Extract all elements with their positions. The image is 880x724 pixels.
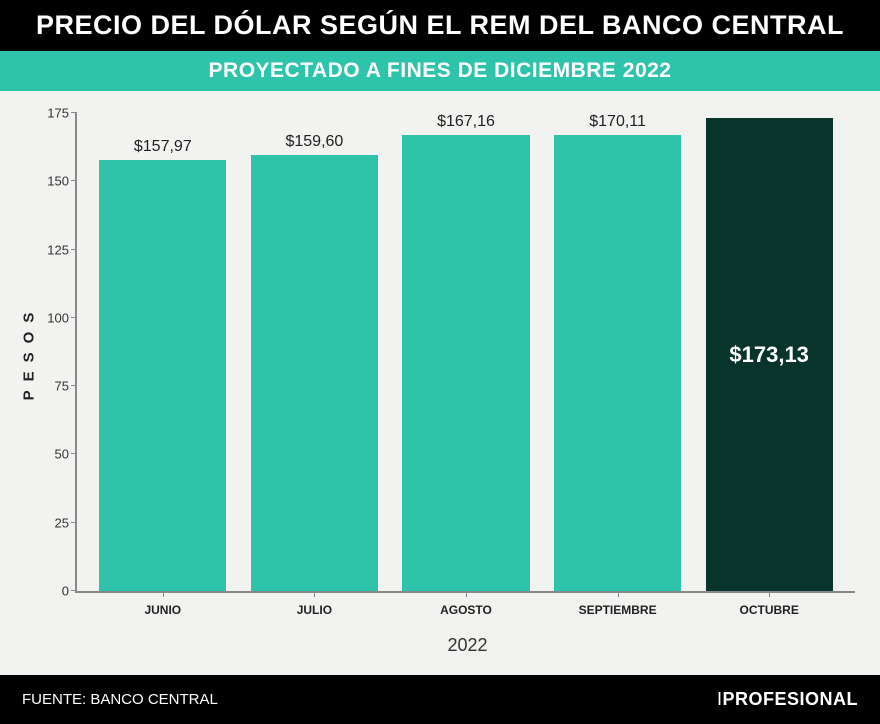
bar-value-label: $159,60 bbox=[285, 133, 343, 151]
bar-column: $157,97JUNIO bbox=[87, 113, 239, 591]
y-tick-label: 150 bbox=[27, 174, 69, 189]
y-tick-label: 100 bbox=[27, 310, 69, 325]
x-tick-mark bbox=[466, 591, 467, 597]
bar-rect bbox=[251, 155, 378, 591]
x-tick-label: JUNIO bbox=[144, 603, 181, 617]
subtitle: PROYECTADO A FINES DE DICIEMBRE 2022 bbox=[0, 51, 880, 91]
x-tick-label: AGOSTO bbox=[440, 603, 492, 617]
y-tick-mark bbox=[71, 317, 77, 318]
bar-column: $173,13OCTUBRE bbox=[693, 113, 845, 591]
x-tick-mark bbox=[314, 591, 315, 597]
bar-value-label: $167,16 bbox=[437, 113, 495, 131]
x-axis-year: 2022 bbox=[75, 635, 860, 656]
y-tick-label: 0 bbox=[27, 584, 69, 599]
x-tick-mark bbox=[769, 591, 770, 597]
source-text: FUENTE: BANCO CENTRAL bbox=[22, 691, 218, 708]
y-tick-mark bbox=[71, 453, 77, 454]
y-tick-label: 25 bbox=[27, 515, 69, 530]
chart-plot-area: PESOS $157,97JUNIO$159,60JULIO$167,16AGO… bbox=[75, 113, 855, 593]
brand-name: PROFESIONAL bbox=[722, 689, 858, 709]
bar-value-label: $170,11 bbox=[589, 113, 646, 131]
x-tick-label: OCTUBRE bbox=[740, 603, 799, 617]
bar-rect bbox=[402, 135, 529, 591]
bar-column: $170,11SEPTIEMBRE bbox=[542, 113, 694, 591]
y-tick-label: 125 bbox=[27, 242, 69, 257]
bar-value-label: $157,97 bbox=[134, 138, 192, 156]
y-tick-mark bbox=[71, 385, 77, 386]
bar-column: $167,16AGOSTO bbox=[390, 113, 542, 591]
x-tick-mark bbox=[163, 591, 164, 597]
bar-rect bbox=[99, 160, 226, 591]
bars-group: $157,97JUNIO$159,60JULIO$167,16AGOSTO$17… bbox=[77, 113, 855, 591]
bar-value-label: $173,13 bbox=[729, 342, 809, 368]
chart-container: PESOS $157,97JUNIO$159,60JULIO$167,16AGO… bbox=[0, 91, 880, 675]
y-tick-mark bbox=[71, 522, 77, 523]
y-tick-label: 175 bbox=[27, 106, 69, 121]
x-tick-label: SEPTIEMBRE bbox=[579, 603, 657, 617]
y-tick-mark bbox=[71, 249, 77, 250]
bar-column: $159,60JULIO bbox=[239, 113, 391, 591]
y-tick-label: 50 bbox=[27, 447, 69, 462]
y-tick-mark bbox=[71, 180, 77, 181]
x-tick-mark bbox=[618, 591, 619, 597]
bar-rect bbox=[554, 135, 681, 591]
x-tick-label: JULIO bbox=[297, 603, 332, 617]
footer: FUENTE: BANCO CENTRAL IPROFESIONAL bbox=[0, 675, 880, 724]
y-tick-label: 75 bbox=[27, 379, 69, 394]
brand-logo: IPROFESIONAL bbox=[717, 689, 858, 710]
y-tick-mark bbox=[71, 112, 77, 113]
main-title: PRECIO DEL DÓLAR SEGÚN EL REM DEL BANCO … bbox=[0, 0, 880, 51]
y-tick-mark bbox=[71, 590, 77, 591]
bar-rect: $173,13 bbox=[706, 118, 833, 591]
